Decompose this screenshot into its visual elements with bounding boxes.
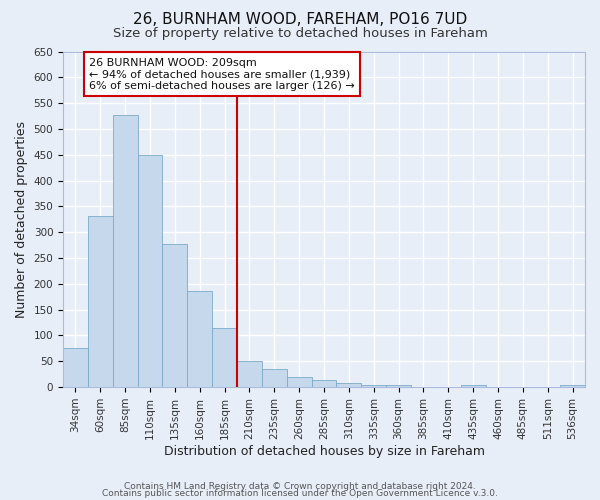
- Bar: [311, 380, 337, 387]
- Bar: [212, 328, 237, 387]
- X-axis label: Distribution of detached houses by size in Fareham: Distribution of detached houses by size …: [164, 444, 485, 458]
- Bar: [137, 155, 163, 387]
- Y-axis label: Number of detached properties: Number of detached properties: [15, 121, 28, 318]
- Bar: [287, 378, 311, 387]
- Bar: [337, 383, 361, 387]
- Bar: [461, 384, 485, 387]
- Bar: [361, 385, 386, 387]
- Bar: [63, 348, 88, 387]
- Bar: [88, 216, 113, 387]
- Bar: [511, 386, 535, 387]
- Bar: [113, 115, 137, 387]
- Bar: [560, 384, 585, 387]
- Bar: [262, 368, 287, 387]
- Text: 26 BURNHAM WOOD: 209sqm
← 94% of detached houses are smaller (1,939)
6% of semi-: 26 BURNHAM WOOD: 209sqm ← 94% of detache…: [89, 58, 355, 91]
- Bar: [411, 386, 436, 387]
- Text: 26, BURNHAM WOOD, FAREHAM, PO16 7UD: 26, BURNHAM WOOD, FAREHAM, PO16 7UD: [133, 12, 467, 28]
- Bar: [163, 244, 187, 387]
- Text: Contains public sector information licensed under the Open Government Licence v.: Contains public sector information licen…: [102, 488, 498, 498]
- Text: Size of property relative to detached houses in Fareham: Size of property relative to detached ho…: [113, 28, 487, 40]
- Bar: [237, 361, 262, 387]
- Bar: [187, 290, 212, 387]
- Text: Contains HM Land Registry data © Crown copyright and database right 2024.: Contains HM Land Registry data © Crown c…: [124, 482, 476, 491]
- Bar: [386, 385, 411, 387]
